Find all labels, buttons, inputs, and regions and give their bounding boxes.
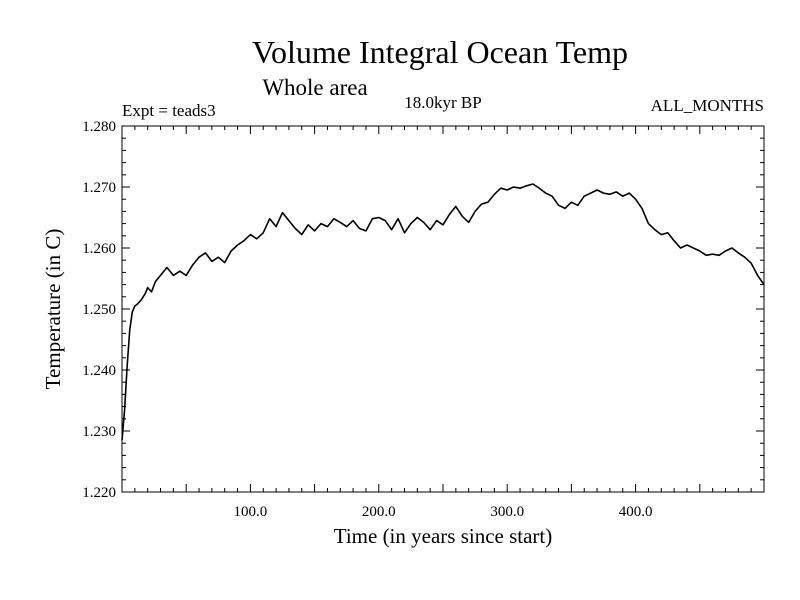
y-tick-label: 1.280 [82,119,116,135]
y-tick-label: 1.260 [82,241,116,257]
chart-title: Volume Integral Ocean Temp [252,34,628,70]
axis-ticks [122,125,764,493]
temperature-series-line [121,183,765,441]
y-tick-labels: 1.220 1.230 1.240 1.250 1.260 1.270 1.280 [82,119,116,501]
x-tick-label: 400.0 [619,504,653,520]
y-tick-label: 1.240 [82,363,116,379]
x-tick-label: 100.0 [234,504,268,520]
experiment-label: Expt = teads3 [122,101,216,120]
plot-frame [121,125,765,493]
y-tick-label: 1.230 [82,424,116,440]
period-label: 18.0kyr BP [404,93,481,112]
y-tick-label: 1.270 [82,180,116,196]
x-axis-label: Time (in years since start) [334,524,553,548]
chart-subtitle: Whole area [262,75,367,100]
y-tick-label: 1.220 [82,485,116,501]
x-tick-label: 200.0 [362,504,396,520]
months-label: ALL_MONTHS [651,96,764,115]
y-tick-label: 1.250 [82,302,116,318]
y-axis-label: Temperature (in C) [41,229,65,390]
x-tick-labels: 100.0 200.0 300.0 400.0 [234,504,653,520]
x-tick-label: 300.0 [490,504,524,520]
